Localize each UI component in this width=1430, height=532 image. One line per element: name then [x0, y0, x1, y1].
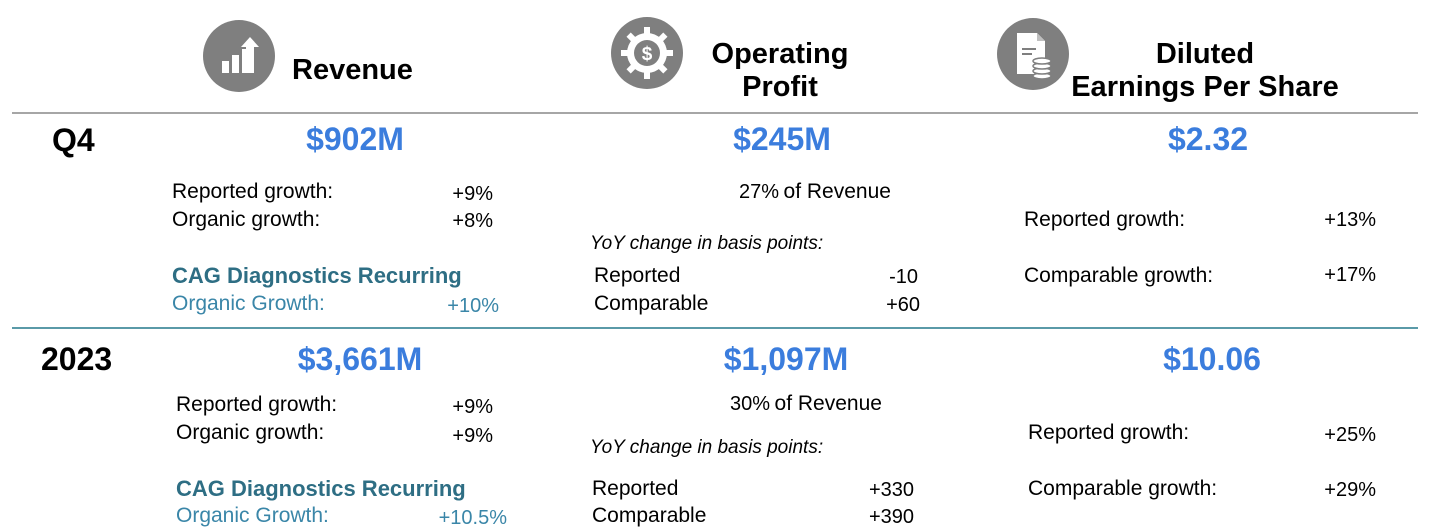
q4-revenue-value: $902M — [306, 121, 404, 157]
q4-op-comparable-label: Comparable — [594, 292, 709, 315]
y2023-yoy-label: YoY change in basis points: — [590, 437, 824, 458]
period-label-q4: Q4 — [52, 122, 95, 158]
y2023-eps-reported-label: Reported growth: — [1028, 421, 1190, 444]
period-label-2023: 2023 — [41, 341, 113, 377]
q4-revenue-reported-value: +9% — [452, 183, 493, 205]
operating-profit-header: Operating Profit — [711, 38, 849, 103]
gear-dollar-icon: $ — [611, 17, 683, 89]
q4-eps-comparable-value: +17% — [1324, 264, 1376, 286]
q4-eps-reported-label: Reported growth: — [1024, 208, 1186, 231]
y2023-eps-comparable-value: +29% — [1324, 479, 1376, 501]
section-divider — [12, 327, 1418, 329]
q4-cag-value: +10% — [447, 295, 499, 317]
q4-revenue-reported-label: Reported growth: — [172, 180, 334, 203]
q4-op-profit-value: $245M — [733, 121, 831, 157]
q4-yoy-label: YoY change in basis points: — [590, 233, 824, 254]
y2023-op-profit-value: $1,097M — [723, 341, 849, 377]
y2023-revenue-organic-label: Organic growth: — [176, 421, 325, 444]
q4-eps-comparable-label: Comparable growth: — [1024, 264, 1214, 287]
svg-text:$: $ — [642, 44, 653, 65]
document-coins-icon — [997, 18, 1069, 90]
y2023-revenue-organic-value: +9% — [452, 425, 493, 447]
y2023-eps-comparable-label: Comparable growth: — [1028, 477, 1218, 500]
q4-op-comparable-value: +60 — [886, 294, 920, 316]
q4-eps-reported-value: +13% — [1324, 209, 1376, 231]
q4-cag-title: CAG Diagnostics Recurring — [172, 263, 462, 288]
y2023-op-comparable-value: +390 — [868, 506, 914, 528]
q4-revenue-organic-value: +8% — [452, 210, 493, 232]
q4-eps-value: $2.32 — [1167, 121, 1249, 157]
y2023-op-reported-value: +330 — [868, 479, 914, 501]
bar-chart-growth-icon — [203, 20, 275, 92]
q4-op-margin: 27% of Revenue — [739, 180, 891, 203]
header-divider — [12, 112, 1418, 114]
y2023-revenue-reported-label: Reported growth: — [176, 393, 338, 416]
y2023-revenue-reported-value: +9% — [452, 396, 493, 418]
y2023-op-comparable-label: Comparable — [592, 504, 707, 527]
y2023-revenue-value: $3,661M — [297, 341, 423, 377]
q4-revenue-organic-label: Organic growth: — [172, 208, 321, 231]
eps-header: Diluted Earnings Per Share — [1071, 38, 1339, 103]
y2023-op-reported-label: Reported — [592, 477, 679, 500]
q4-cag-label: Organic Growth: — [172, 292, 325, 315]
revenue-header: Revenue — [292, 54, 413, 86]
y2023-eps-value: $10.06 — [1163, 341, 1261, 377]
y2023-cag-label: Organic Growth: — [176, 504, 329, 527]
y2023-eps-reported-value: +25% — [1324, 424, 1376, 446]
y2023-cag-title: CAG Diagnostics Recurring — [176, 476, 466, 501]
q4-op-reported-label: Reported — [594, 264, 681, 287]
y2023-cag-value: +10.5% — [438, 507, 507, 529]
q4-op-reported-value: -10 — [889, 266, 918, 288]
y2023-op-margin: 30% of Revenue — [730, 392, 882, 415]
